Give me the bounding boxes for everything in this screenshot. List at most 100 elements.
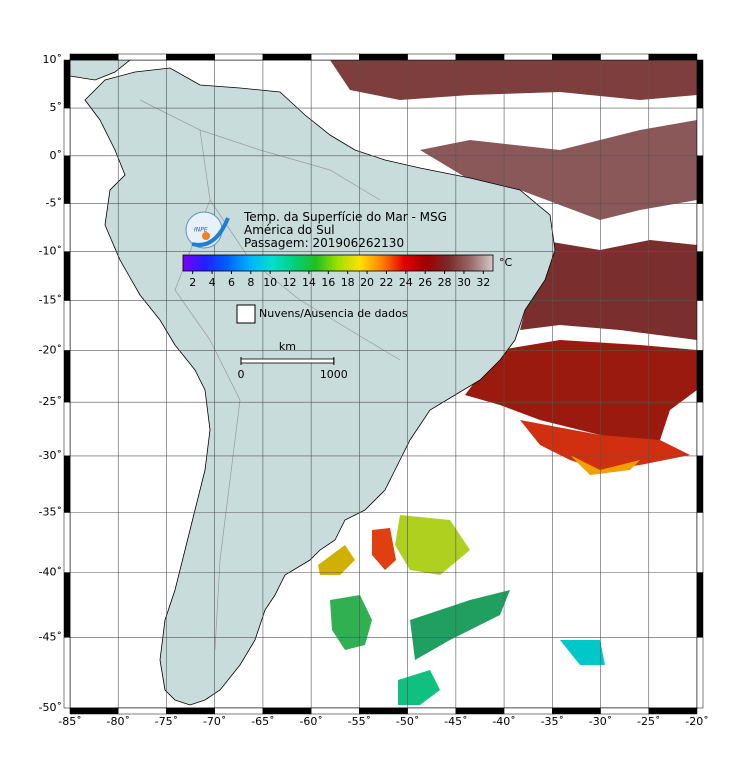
y-tick-label: 10˚ (43, 53, 63, 66)
x-tick-label: -85˚ (58, 715, 81, 728)
y-tick-label: -15˚ (39, 294, 62, 307)
y-tick-label: -30˚ (39, 449, 62, 462)
colorbar-tick-label: 18 (341, 276, 355, 289)
scalebar-unit: km (279, 340, 296, 353)
scalebar-tick-label: 0 (238, 368, 245, 381)
y-tick-label: -20˚ (39, 344, 62, 357)
frame-band (552, 707, 601, 715)
sst-patch (410, 590, 510, 660)
sst-patch (465, 340, 697, 440)
scalebar (240, 358, 335, 364)
frame-band (696, 350, 704, 403)
frame-band (166, 53, 215, 61)
x-tick-label: -60˚ (299, 715, 322, 728)
frame-band (696, 512, 704, 573)
logo-sun (202, 232, 210, 240)
legend-label: Nuvens/Ausencia de dados (259, 307, 408, 320)
x-tick-label: -75˚ (155, 715, 178, 728)
frame-band (600, 707, 650, 715)
colorbar-tick-label: 28 (438, 276, 452, 289)
colorbar-unit: °C (499, 256, 513, 269)
frame-band (696, 251, 704, 301)
legend-swatch (236, 304, 256, 324)
y-tick-label: -35˚ (39, 505, 62, 518)
pass-time: Passagem: 201906262130 (244, 236, 404, 250)
frame-band (63, 572, 71, 638)
x-tick-label: -30˚ (589, 715, 612, 728)
colorbar-tick-label: 16 (321, 276, 335, 289)
colorbar-tick-label: 30 (457, 276, 471, 289)
x-tick-label: -45˚ (444, 715, 467, 728)
sst-patch (330, 60, 697, 100)
frame-band (696, 300, 704, 351)
frame-band (166, 707, 215, 715)
frame-band (696, 203, 704, 252)
map-subtitle: América do Sul (244, 223, 335, 237)
logo-text: INPE (194, 227, 208, 234)
frame-band (117, 707, 167, 715)
sst-patch (330, 595, 372, 650)
y-tick-label: -5˚ (46, 197, 62, 210)
colorbar-tick-label: 20 (360, 276, 374, 289)
border (139, 99, 401, 651)
frame-band (262, 53, 312, 61)
colorbar-tick-label: 10 (263, 276, 277, 289)
frame-band (63, 203, 71, 252)
land (70, 60, 131, 81)
frame-band (63, 512, 71, 573)
x-tick-label: -20˚ (685, 715, 708, 728)
frame-band (63, 251, 71, 301)
colorbar (182, 254, 494, 272)
frame-band (696, 59, 704, 109)
y-tick-label: -45˚ (39, 630, 62, 643)
frame-band (63, 350, 71, 403)
colorbar-tick-label: 4 (209, 276, 216, 289)
scalebar-tick-label: 1000 (320, 368, 348, 381)
frame-band (63, 300, 71, 351)
frame-band (63, 401, 71, 457)
frame-band (503, 707, 553, 715)
frame-band (117, 53, 167, 61)
frame-band (407, 707, 457, 715)
frame-band (696, 455, 704, 513)
sst-patch (420, 120, 697, 220)
frame-band (696, 155, 704, 204)
frame-band (407, 53, 457, 61)
overlay: INPE Temp. da Superfície do Mar - MSG Am… (185, 210, 447, 324)
frame-band (600, 53, 650, 61)
colorbar-tick-label: 8 (247, 276, 254, 289)
y-tick-label: 5˚ (50, 101, 63, 114)
frame-band (63, 107, 71, 157)
sst-patch (560, 640, 605, 665)
frame-band (63, 59, 71, 109)
frame-band (455, 707, 505, 715)
sst-patch (395, 515, 470, 575)
sst-patch (398, 670, 440, 705)
frame-band (63, 455, 71, 513)
colorbar-tick-label: 24 (399, 276, 413, 289)
frame-band (696, 401, 704, 457)
x-tick-label: -50˚ (396, 715, 419, 728)
sst-patch (318, 545, 355, 575)
x-tick-label: -80˚ (106, 715, 129, 728)
map-title: Temp. da Superfície do Mar - MSG (243, 210, 447, 224)
frame-band (262, 707, 312, 715)
x-tick-label: -40˚ (492, 715, 515, 728)
frame-band (359, 53, 408, 61)
frame-band (552, 53, 601, 61)
y-tick-label: -40˚ (39, 566, 62, 579)
sst-patch (570, 455, 640, 475)
logo-arrow (191, 217, 230, 247)
frame-band (63, 155, 71, 204)
y-tick-label: -50˚ (39, 701, 62, 714)
frame-band (696, 572, 704, 638)
y-tick-label: -10˚ (39, 245, 62, 258)
x-tick-label: -35˚ (541, 715, 564, 728)
frame-band (310, 53, 360, 61)
frame-band (696, 637, 704, 709)
frame-band (648, 53, 698, 61)
sst-patch (520, 420, 690, 470)
frame-band (455, 53, 505, 61)
